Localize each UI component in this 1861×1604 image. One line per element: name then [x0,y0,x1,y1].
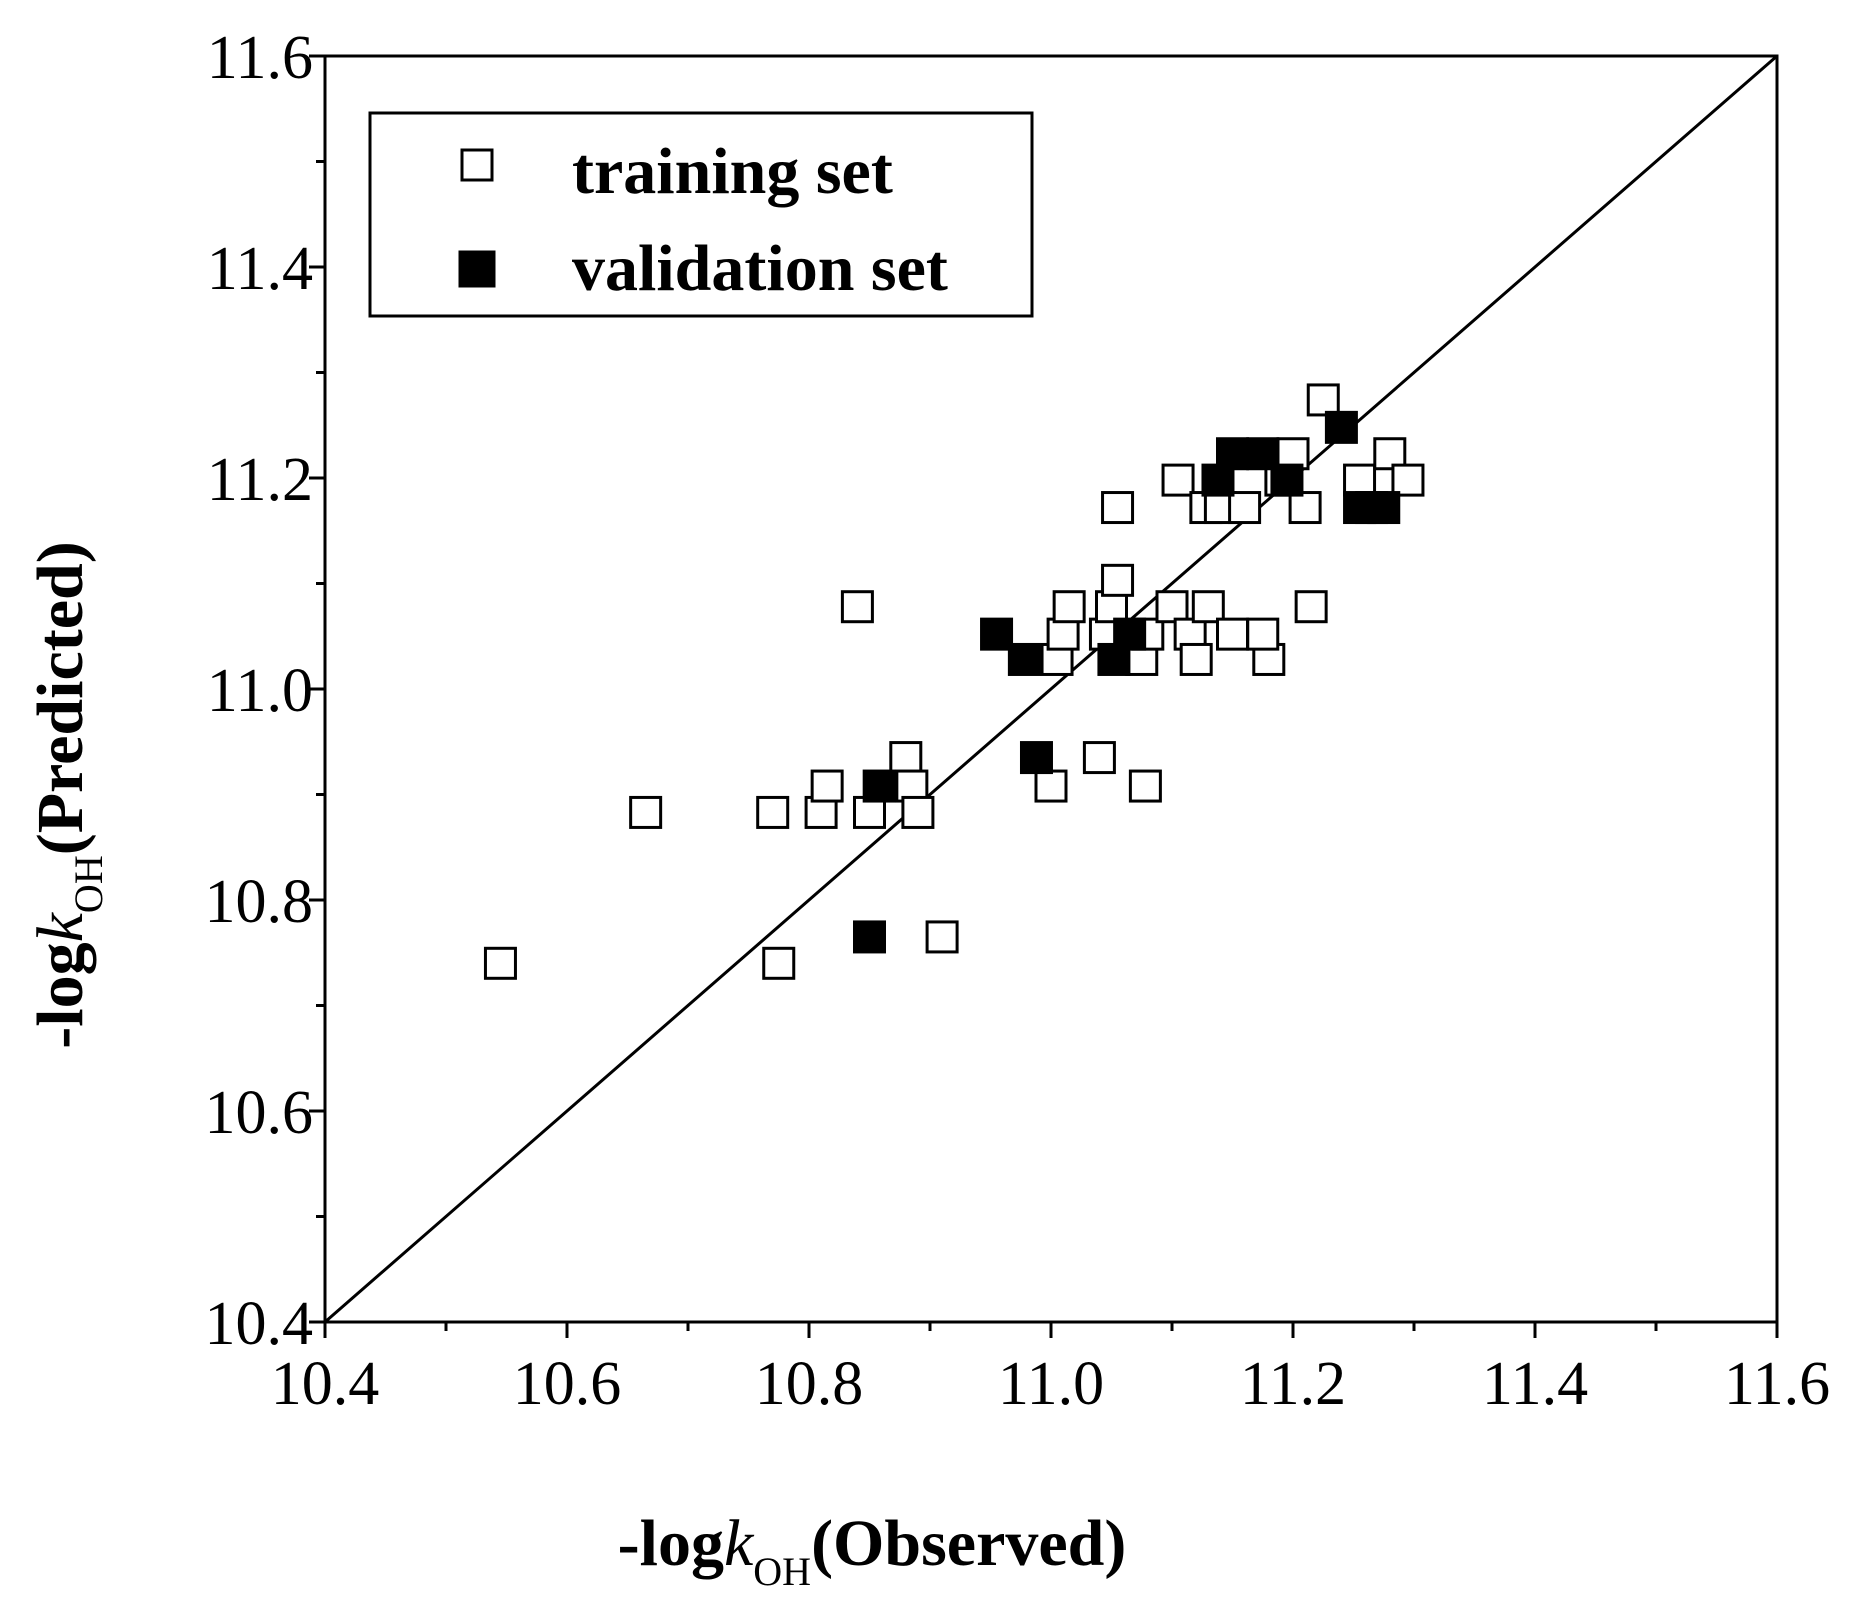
y-axis-title: -logkOH(Predicted) [24,541,111,1048]
legend-marker-validation [458,250,496,288]
x-axis-title-suffix: (Observed) [811,1507,1126,1580]
reference-line-layer [324,54,1778,1324]
y-axis-title-suffix: (Predicted) [24,541,97,855]
y-tick-label: 11.4 [207,235,313,303]
validation-point [1007,642,1041,676]
x-tick-label: 11.4 [1482,1350,1588,1418]
training-point [1101,563,1135,597]
training-point [1216,617,1249,651]
x-axis: 10.4 10.6 10.8 11.0 11.2 11.4 11.6 [271,1322,1830,1418]
validation-point [1324,410,1358,444]
training-point [840,590,874,624]
data-points [483,383,1425,980]
training-point [1082,741,1116,775]
x-tick-label: 11.2 [1240,1350,1346,1418]
training-point [1128,769,1162,803]
y-axis-title-var: k [24,911,97,942]
validation-point [853,920,886,954]
training-point [1161,463,1195,497]
validation-point [1113,617,1147,651]
validation-point [1270,463,1304,497]
training-point [1391,463,1425,497]
training-point [483,946,517,980]
training-point [810,769,844,803]
training-point [889,741,923,775]
y-tick-label: 10.4 [205,1290,314,1358]
training-point [1288,491,1322,525]
validation-point [862,769,896,803]
training-point [1052,590,1086,624]
training-point [1155,590,1189,624]
legend: training set validation set [368,111,1034,318]
y-axis-title-sub: OH [66,855,111,913]
training-point [1246,617,1280,651]
validation-point [1019,741,1053,775]
training-point [1034,769,1068,803]
y-tick-label: 11.2 [207,446,313,514]
training-point [1179,642,1213,676]
x-axis-title-var: k [724,1507,755,1580]
y-axis: 10.4 10.6 10.8 11.0 11.2 11.4 11.6 [205,24,325,1358]
training-point [756,795,790,829]
x-axis-title-sub: OH [753,1549,811,1594]
training-point [1306,383,1340,417]
validation-point [980,617,1014,651]
validation-point [1216,437,1249,471]
x-axis-title-prefix: -log [618,1507,724,1580]
legend-label-validation: validation set [572,232,948,305]
reference-line [324,54,1778,1324]
x-tick-label: 10.8 [755,1350,864,1418]
training-point [1228,491,1262,525]
training-point [1343,463,1377,497]
training-point [1191,590,1225,624]
x-tick-label: 10.6 [513,1350,622,1418]
y-axis-title-prefix: -log [24,942,97,1048]
x-tick-label: 10.4 [271,1350,380,1418]
y-tick-label: 11.0 [207,657,313,725]
x-axis-title: -logkOH(Observed) [618,1507,1127,1594]
y-tick-label: 10.8 [205,868,314,936]
training-point [1294,590,1328,624]
x-tick-label: 11.0 [998,1350,1104,1418]
legend-marker-training [460,148,494,182]
legend-label-training: training set [572,135,893,208]
validation-point [1367,491,1401,525]
x-tick-label: 11.6 [1724,1350,1830,1418]
y-tick-label: 11.6 [207,24,313,92]
training-point [901,795,935,829]
y-tick-label: 10.6 [205,1079,314,1147]
training-point [925,920,959,954]
training-point [629,795,663,829]
training-point [762,946,796,980]
training-point [1101,491,1135,525]
training-point [1046,617,1080,651]
